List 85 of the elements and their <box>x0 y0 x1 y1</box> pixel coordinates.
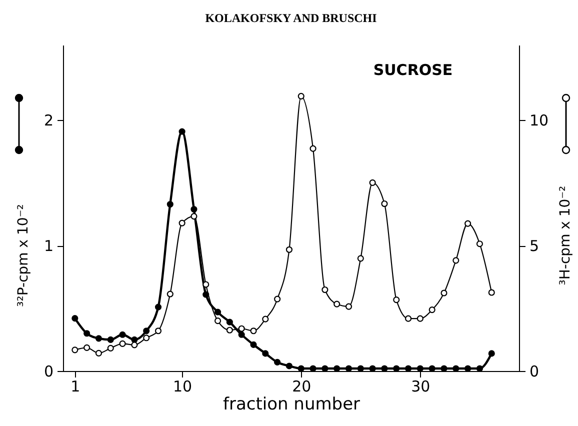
x-tick-label: 1 <box>70 378 80 396</box>
point <box>298 365 304 372</box>
point <box>428 306 436 314</box>
point <box>178 220 186 226</box>
point <box>357 255 364 262</box>
point <box>226 326 233 334</box>
point <box>464 365 472 372</box>
point <box>440 290 448 296</box>
point <box>262 316 269 322</box>
point <box>464 220 472 227</box>
point <box>488 350 495 357</box>
point <box>286 362 293 370</box>
point <box>154 304 162 310</box>
point <box>488 289 495 296</box>
point <box>107 336 114 343</box>
y2-tick-label: 10 <box>530 112 549 130</box>
point <box>166 200 174 208</box>
x-tick-label: 10 <box>173 378 192 396</box>
point <box>357 365 364 372</box>
point <box>214 318 222 324</box>
point <box>238 331 245 338</box>
point <box>345 365 352 372</box>
point <box>190 206 198 213</box>
point <box>143 334 150 342</box>
point <box>452 257 460 264</box>
point <box>166 290 174 298</box>
x-axis-title: fraction number <box>222 394 360 414</box>
point <box>404 365 412 372</box>
point <box>322 286 328 294</box>
y-tick-label: 1 <box>44 237 54 256</box>
y-tick-label: 2 <box>44 112 54 130</box>
point <box>381 365 388 372</box>
y2-tick-label: 0 <box>530 362 540 380</box>
point <box>72 346 78 354</box>
point <box>298 92 304 100</box>
point <box>154 328 162 334</box>
point <box>214 308 222 316</box>
point <box>393 296 400 304</box>
point <box>250 341 257 348</box>
point <box>476 240 483 248</box>
point <box>107 344 114 352</box>
y2-tick-label: 5 <box>530 237 540 256</box>
x-tick-label: 20 <box>292 378 312 396</box>
point <box>131 342 138 348</box>
point <box>119 340 126 347</box>
point <box>274 358 281 366</box>
point <box>452 365 460 372</box>
point <box>178 128 186 135</box>
point <box>238 325 245 332</box>
point <box>143 328 150 334</box>
point <box>286 246 293 253</box>
point <box>369 179 376 186</box>
point <box>428 365 436 372</box>
chart-title: KOLAKOFSKY AND BRUSCHI <box>205 11 378 25</box>
point <box>393 365 400 372</box>
point <box>84 344 90 351</box>
point <box>72 315 78 322</box>
point <box>322 365 328 372</box>
point <box>84 330 90 337</box>
point <box>416 365 424 372</box>
point <box>274 296 281 302</box>
point <box>262 350 269 357</box>
point <box>440 365 448 372</box>
annotation: SUCROSE <box>373 61 453 79</box>
point <box>190 212 198 220</box>
point <box>334 300 340 308</box>
y2-axis-title: ³H-cpm x 10⁻² <box>558 186 574 286</box>
point <box>226 318 233 326</box>
point <box>416 315 424 322</box>
y-tick-label: 0 <box>44 362 54 380</box>
x-tick-label: 30 <box>411 378 430 396</box>
y-axis-title: ³²P-cpm x 10⁻² <box>16 204 32 307</box>
point <box>334 365 340 372</box>
point <box>95 335 102 342</box>
point <box>310 145 316 152</box>
point <box>476 365 483 372</box>
point <box>95 350 102 356</box>
point <box>202 281 210 288</box>
point <box>369 365 376 372</box>
point <box>404 315 412 322</box>
point <box>250 328 257 334</box>
point <box>381 200 388 208</box>
point <box>345 303 352 310</box>
point <box>310 365 316 372</box>
point <box>119 331 126 338</box>
